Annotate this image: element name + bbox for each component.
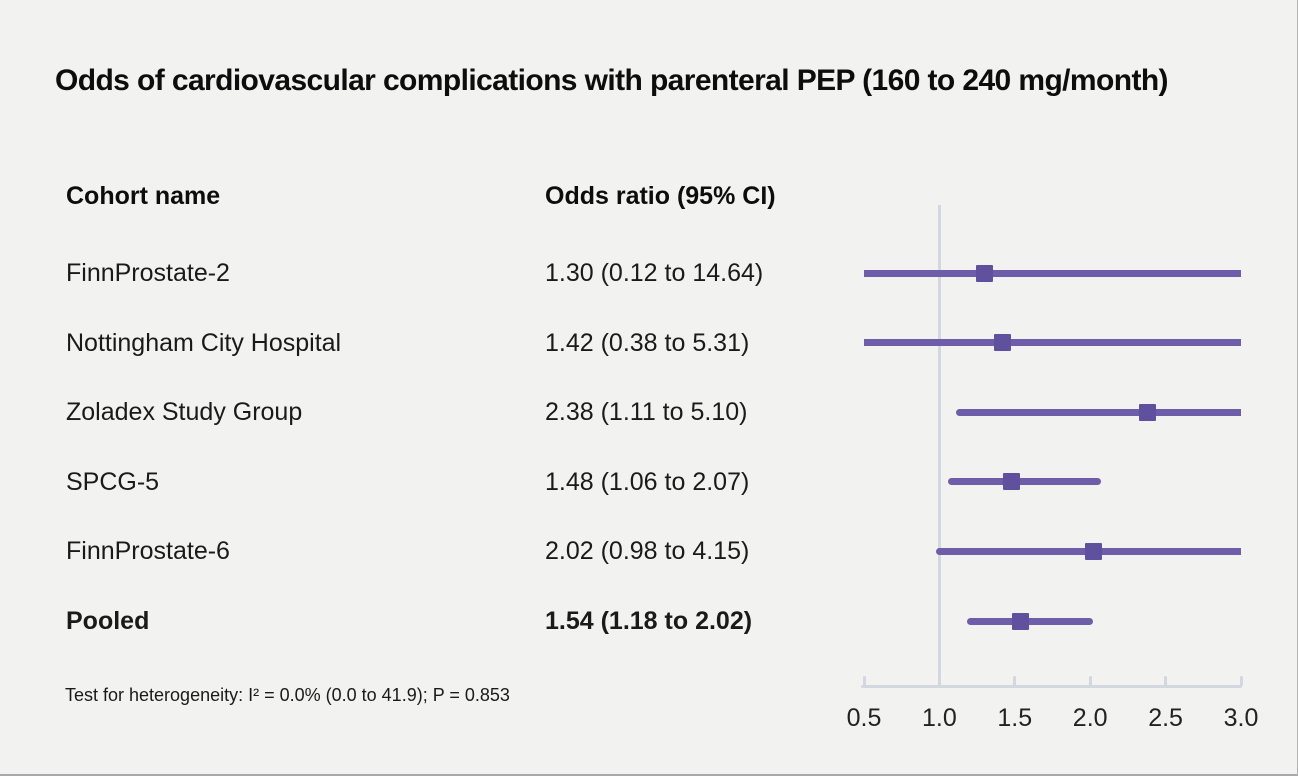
odds-ratio-value: 2.02 (0.98 to 4.15) (545, 537, 750, 566)
x-axis-tick (862, 676, 866, 686)
cohort-label: Nottingham City Hospital (66, 328, 342, 357)
odds-ratio-value: 1.42 (0.38 to 5.31) (545, 328, 750, 357)
x-axis-tick (1088, 676, 1092, 686)
odds-ratio-marker (1012, 612, 1030, 630)
confidence-interval-line (864, 339, 1241, 347)
reference-line-1.0 (938, 205, 941, 686)
odds-ratio-value: 1.48 (1.06 to 2.07) (545, 467, 750, 496)
odds-ratio-marker (1139, 403, 1156, 421)
odds-ratio-value: 1.54 (1.18 to 2.02) (545, 607, 753, 635)
odds-ratio-marker (1084, 542, 1102, 560)
heterogeneity-footnote: Test for heterogeneity: I² = 0.0% (0.0 t… (65, 685, 510, 705)
column-header-odds-ratio: Odds ratio (95% CI) (545, 182, 776, 210)
x-axis-tick-label: 0.5 (846, 704, 882, 732)
x-axis-tick (1164, 676, 1168, 686)
x-axis-tick-label: 2.5 (1148, 704, 1183, 732)
odds-ratio-value: 2.38 (1.11 to 5.10) (545, 398, 748, 427)
x-axis-tick-label: 1.0 (922, 704, 957, 732)
cohort-label: FinnProstate-2 (66, 259, 230, 287)
x-axis-tick (1239, 676, 1243, 686)
column-header-cohort-name: Cohort name (66, 182, 221, 210)
cohort-label: FinnProstate-6 (66, 537, 230, 566)
odds-ratio-marker (1003, 473, 1021, 491)
confidence-interval-line (948, 478, 1101, 486)
x-axis-tick-label: 1.5 (997, 704, 1033, 732)
cohort-label: Pooled (66, 607, 150, 635)
chart-title: Odds of cardiovascular complications wit… (55, 64, 1169, 97)
cohort-label: SPCG-5 (66, 467, 160, 496)
x-axis-tick (937, 676, 941, 686)
odds-ratio-marker (994, 334, 1012, 352)
x-axis-tick-label: 3.0 (1223, 704, 1259, 732)
x-axis-tick (1013, 676, 1017, 686)
confidence-interval-line (956, 408, 1241, 416)
confidence-interval-line (966, 617, 1094, 625)
odds-ratio-value: 1.30 (0.12 to 14.64) (545, 259, 764, 287)
odds-ratio-marker (976, 264, 994, 282)
x-axis-tick-label: 2.0 (1072, 704, 1108, 732)
x-axis-line (861, 685, 1242, 688)
cohort-label: Zoladex Study Group (66, 398, 303, 427)
confidence-interval-line (864, 269, 1241, 277)
